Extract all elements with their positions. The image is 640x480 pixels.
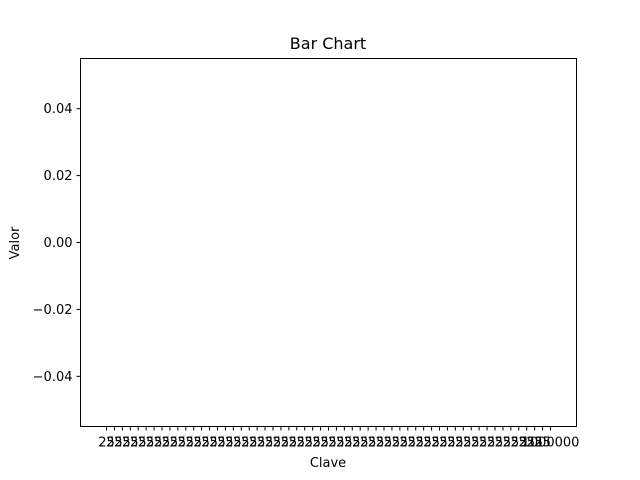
- x-tick-label: 25: [471, 436, 488, 451]
- x-tick-label: 25: [146, 436, 163, 451]
- x-tick-label: 25: [312, 436, 329, 451]
- x-tick-label: 25: [376, 436, 393, 451]
- x-tick-label: 25: [487, 436, 504, 451]
- x-tick-label: 25: [534, 436, 551, 451]
- x-tick-label: 25: [431, 436, 448, 451]
- x-tick-label: 25: [455, 436, 472, 451]
- x-tick-label: 25: [289, 436, 306, 451]
- x-tick-label: 1000000: [522, 436, 580, 451]
- x-axis-title: Clave: [310, 456, 346, 471]
- y-tick-label: −0.02: [33, 303, 73, 318]
- x-tick-label: 25: [114, 436, 131, 451]
- x-tick-label: 25: [281, 436, 298, 451]
- x-tick-label: 25: [233, 436, 250, 451]
- x-tick-label: 25: [344, 436, 361, 451]
- x-tick-label: 25: [217, 436, 234, 451]
- x-tick-label: 25: [241, 436, 258, 451]
- x-tick-label: 25: [249, 436, 266, 451]
- x-tick-label: 25: [106, 436, 123, 451]
- x-tick-label: 25: [447, 436, 464, 451]
- chart-title: Bar Chart: [290, 34, 366, 53]
- x-tick-label: 25: [503, 436, 520, 451]
- x-tick-label: 25: [296, 436, 313, 451]
- x-tick-label: 25: [526, 436, 543, 451]
- x-tick-label: 25: [336, 436, 353, 451]
- plot-area-frame: [80, 58, 577, 427]
- x-tick-label: 25: [304, 436, 321, 451]
- x-tick-label: 25: [384, 436, 401, 451]
- x-tick-label: 25: [368, 436, 385, 451]
- x-tick-label: 25: [185, 436, 202, 451]
- x-tick-label: 25: [201, 436, 218, 451]
- x-tick-label: 25: [415, 436, 432, 451]
- x-tick-label: 25: [257, 436, 274, 451]
- x-tick-label: 25: [320, 436, 337, 451]
- x-tick-label: 25: [479, 436, 496, 451]
- x-tick-label: 25: [162, 436, 179, 451]
- x-tick-label: 25: [511, 436, 528, 451]
- x-tick-label: 25: [439, 436, 456, 451]
- x-tick-label: 25: [193, 436, 210, 451]
- y-axis-title: Valor: [8, 226, 23, 259]
- x-tick-label: 25: [407, 436, 424, 451]
- y-tick-label: −0.04: [33, 370, 73, 385]
- x-tick-label: 25: [265, 436, 282, 451]
- y-tick-label: 0.02: [44, 169, 73, 184]
- x-tick-label: 25: [495, 436, 512, 451]
- y-tick-label: 0.00: [44, 236, 73, 251]
- x-tick-label: 25: [170, 436, 187, 451]
- x-tick-label: 25: [392, 436, 409, 451]
- x-tick-label: 25: [463, 436, 480, 451]
- x-tick-label: 25: [209, 436, 226, 451]
- x-tick-label: 25: [130, 436, 147, 451]
- x-axis: 2525252525252525252525252525252525252525…: [98, 426, 580, 451]
- x-tick-label: 25: [423, 436, 440, 451]
- x-tick-label: 25: [518, 436, 535, 451]
- x-tick-label: 25: [225, 436, 242, 451]
- x-tick-label: 25: [178, 436, 195, 451]
- x-tick-label: 25: [352, 436, 369, 451]
- x-tick-label: 25: [98, 436, 115, 451]
- x-tick-label: 25: [273, 436, 290, 451]
- x-tick-label: 25: [328, 436, 345, 451]
- x-tick-label: 25: [122, 436, 139, 451]
- x-tick-label: 25: [154, 436, 171, 451]
- y-axis: −0.04 −0.02 0.00 0.02 0.04: [33, 102, 81, 385]
- x-tick-label: 25: [360, 436, 377, 451]
- x-tick-label: 25: [138, 436, 155, 451]
- x-tick-label: 25: [400, 436, 417, 451]
- y-tick-label: 0.04: [44, 102, 73, 117]
